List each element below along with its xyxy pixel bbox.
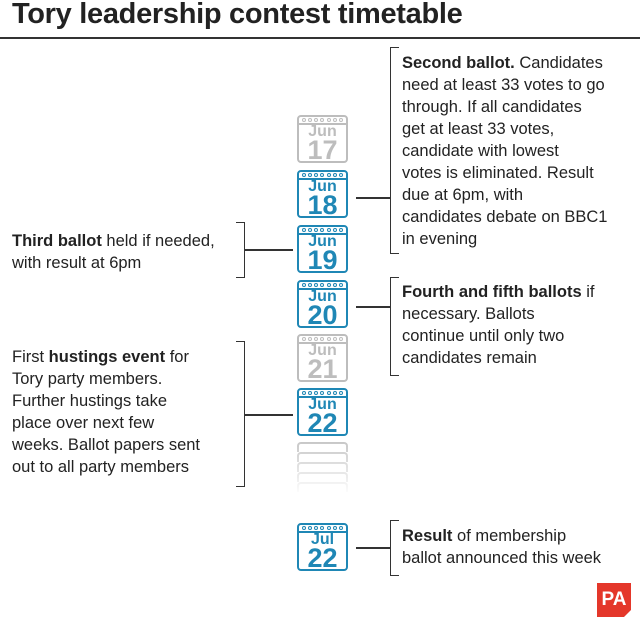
- pa-logo: PA: [597, 583, 631, 617]
- connector-fourth-fifth-ballots: [356, 306, 390, 308]
- page-title: Tory leadership contest timetable: [12, 0, 463, 30]
- bracket-result: [390, 520, 399, 576]
- calendar-day: 20: [307, 300, 338, 330]
- fourth-fifth-ballots-text: Fourth and fifth ballots if necessary. B…: [402, 283, 595, 367]
- calendar-day: 21: [307, 354, 338, 384]
- title-rule: [0, 37, 640, 39]
- calendar-icon-jun-21: Jun 21: [297, 334, 348, 384]
- calendar-month: Jun: [308, 396, 337, 413]
- connector-second-ballot: [356, 197, 390, 199]
- bracket-third-ballot: [236, 222, 245, 278]
- calendar-icon-jul-22: Jul 22: [297, 523, 348, 573]
- calendar-month: Jun: [308, 123, 337, 140]
- result-text: Result of membership ballot announced th…: [402, 527, 602, 567]
- bracket-fourth-fifth-ballots: [390, 277, 399, 376]
- calendar-month: Jun: [308, 288, 337, 305]
- calendar-icon-jun-18: Jun 18: [297, 170, 348, 220]
- calendar-day: 17: [307, 135, 338, 165]
- calendar-icon-jun-20: Jun 20: [297, 280, 348, 330]
- calendar-month: Jul: [310, 531, 335, 548]
- calendar-month: Jun: [308, 342, 337, 359]
- calendar-day: 18: [307, 190, 338, 220]
- calendar-icon-jun-17: Jun 17: [297, 115, 348, 165]
- third-ballot-text: Third ballot held if needed, with result…: [12, 232, 215, 272]
- calendar-icon-jun-19: Jun 19: [297, 225, 348, 275]
- calendar-day: 22: [307, 543, 338, 573]
- connector-result: [356, 547, 390, 549]
- bracket-second-ballot: [390, 47, 399, 254]
- hustings-text: First hustings event for Tory party memb…: [12, 348, 201, 476]
- calendar-day: 19: [307, 245, 338, 275]
- calendar-icon-jun-22: Jun 22: [297, 388, 348, 438]
- connector-third-ballot: [245, 249, 293, 251]
- bracket-hustings: [236, 341, 245, 487]
- connector-hustings: [245, 414, 293, 416]
- calendar-month: Jun: [308, 178, 337, 195]
- calendar-month: Jun: [308, 233, 337, 250]
- calendar-day: 22: [307, 408, 338, 438]
- second-ballot-text: Second ballot. Candidates need at least …: [402, 54, 608, 248]
- calendar-stack-fade: [297, 442, 348, 498]
